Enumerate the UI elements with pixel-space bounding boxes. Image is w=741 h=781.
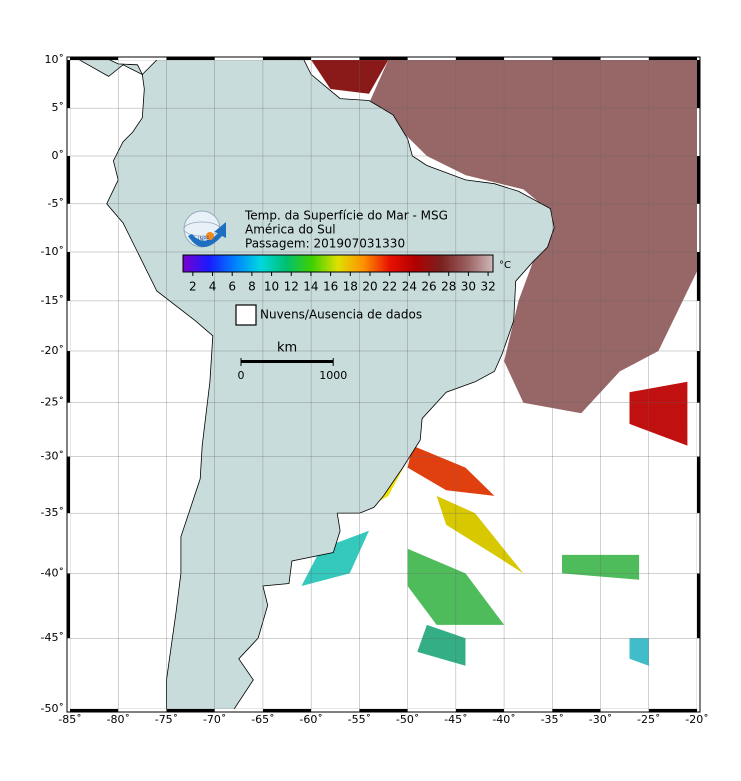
- frame-segment: [70, 57, 119, 60]
- land: [79, 60, 144, 77]
- logo-text: INPE: [198, 237, 209, 243]
- frame-segment: [552, 57, 601, 60]
- x-tick-label: -40˚: [492, 713, 515, 726]
- colorbar-label: 30: [461, 280, 476, 294]
- sst-green: [417, 624, 466, 666]
- frame-segment: [648, 709, 697, 712]
- frame-segment: [262, 709, 312, 712]
- frame-segment: [697, 350, 700, 403]
- x-tick-label: -70˚: [203, 713, 226, 726]
- colorbar-label: 2: [189, 280, 197, 294]
- frame-segment: [697, 60, 700, 109]
- sst-warm: [369, 60, 697, 414]
- frame-segment: [166, 57, 215, 60]
- colorbar-label: 8: [248, 280, 256, 294]
- frame-segment: [67, 573, 70, 639]
- y-tick-label: -25˚: [41, 396, 64, 409]
- colorbar-label: 6: [228, 280, 236, 294]
- colorbar-label: 22: [382, 280, 397, 294]
- y-tick-label: 0˚: [52, 149, 65, 162]
- y-tick-label: -5˚: [48, 197, 64, 210]
- x-tick-label: -65˚: [251, 713, 274, 726]
- x-tick-label: -80˚: [106, 713, 129, 726]
- sst-cyan: [629, 638, 649, 666]
- y-tick-label: 10˚: [45, 53, 65, 66]
- frame-segment: [67, 155, 70, 204]
- y-tick-label: 5˚: [52, 101, 65, 114]
- frame-segment: [67, 60, 70, 109]
- y-tick-label: -15˚: [41, 294, 64, 307]
- frame-segment: [67, 456, 70, 514]
- x-tick-label: -20˚: [685, 713, 708, 726]
- frame-segment: [359, 709, 408, 712]
- legend-swatch: [235, 304, 257, 326]
- frame-segment: [70, 709, 119, 712]
- colorbar-label: 4: [209, 280, 217, 294]
- sst-orange: [407, 445, 495, 496]
- frame-segment: [455, 709, 505, 712]
- x-tick-label: -35˚: [541, 713, 564, 726]
- sst-red: [629, 381, 688, 446]
- x-tick-label: -55˚: [348, 713, 371, 726]
- y-tick-label: -10˚: [41, 245, 64, 258]
- x-tick-label: -50˚: [396, 713, 419, 726]
- legend-label: Nuvens/Ausencia de dados: [260, 308, 422, 322]
- colorbar-unit: °C: [499, 260, 511, 271]
- frame-segment: [67, 251, 70, 301]
- frame-segment: [359, 57, 408, 60]
- frame-segment: [262, 57, 312, 60]
- frame-segment: [697, 456, 700, 514]
- x-tick-label: -45˚: [444, 713, 467, 726]
- sst-cyan: [301, 530, 369, 586]
- title-line: América do Sul: [245, 223, 336, 237]
- overlay: INPE Temp. da Superfície do Mar - MSG Am…: [182, 209, 511, 382]
- y-tick-label: -20˚: [41, 344, 64, 357]
- colorbar: [182, 254, 494, 273]
- x-tick-label: -85˚: [58, 713, 81, 726]
- colorbar-label: 10: [264, 280, 279, 294]
- sst-yellow: [436, 495, 524, 574]
- y-tick-label: -45˚: [41, 631, 64, 644]
- map-area: [70, 60, 697, 709]
- frame-segment: [552, 709, 601, 712]
- scale-label: 0: [238, 369, 245, 382]
- colorbar-label: 24: [402, 280, 417, 294]
- scale-unit: km: [277, 341, 297, 356]
- sst-warm: [311, 60, 389, 94]
- x-tick-label: -60˚: [299, 713, 322, 726]
- colorbar-label: 28: [441, 280, 456, 294]
- x-tick-label: -25˚: [637, 713, 660, 726]
- colorbar-label: 20: [362, 280, 377, 294]
- y-tick-label: -40˚: [41, 566, 64, 579]
- scale-bar: [241, 360, 334, 363]
- frame-segment: [648, 57, 697, 60]
- frame-segment: [697, 573, 700, 639]
- title-line: Temp. da Superfície do Mar - MSG: [244, 209, 448, 223]
- colorbar-label: 12: [284, 280, 299, 294]
- title-line: Passagem: 201907031330: [245, 237, 405, 251]
- colorbar-label: 26: [421, 280, 436, 294]
- colorbar-label: 32: [480, 280, 495, 294]
- colorbar-label: 14: [303, 280, 318, 294]
- inpe-logo: INPE: [183, 210, 226, 248]
- y-tick-label: -30˚: [41, 450, 64, 463]
- scale-label: 1000: [319, 369, 347, 382]
- frame-segment: [67, 350, 70, 403]
- colorbar-label: 18: [343, 280, 358, 294]
- map-frame: [66, 56, 701, 713]
- frame-segment: [455, 57, 505, 60]
- colorbar-label: 16: [323, 280, 338, 294]
- frame-segment: [166, 709, 215, 712]
- x-tick-label: -75˚: [155, 713, 178, 726]
- x-tick-label: -30˚: [589, 713, 612, 726]
- y-tick-label: -50˚: [41, 702, 64, 715]
- frame-segment: [697, 251, 700, 301]
- y-tick-label: -35˚: [41, 506, 64, 519]
- frame-segment: [697, 155, 700, 204]
